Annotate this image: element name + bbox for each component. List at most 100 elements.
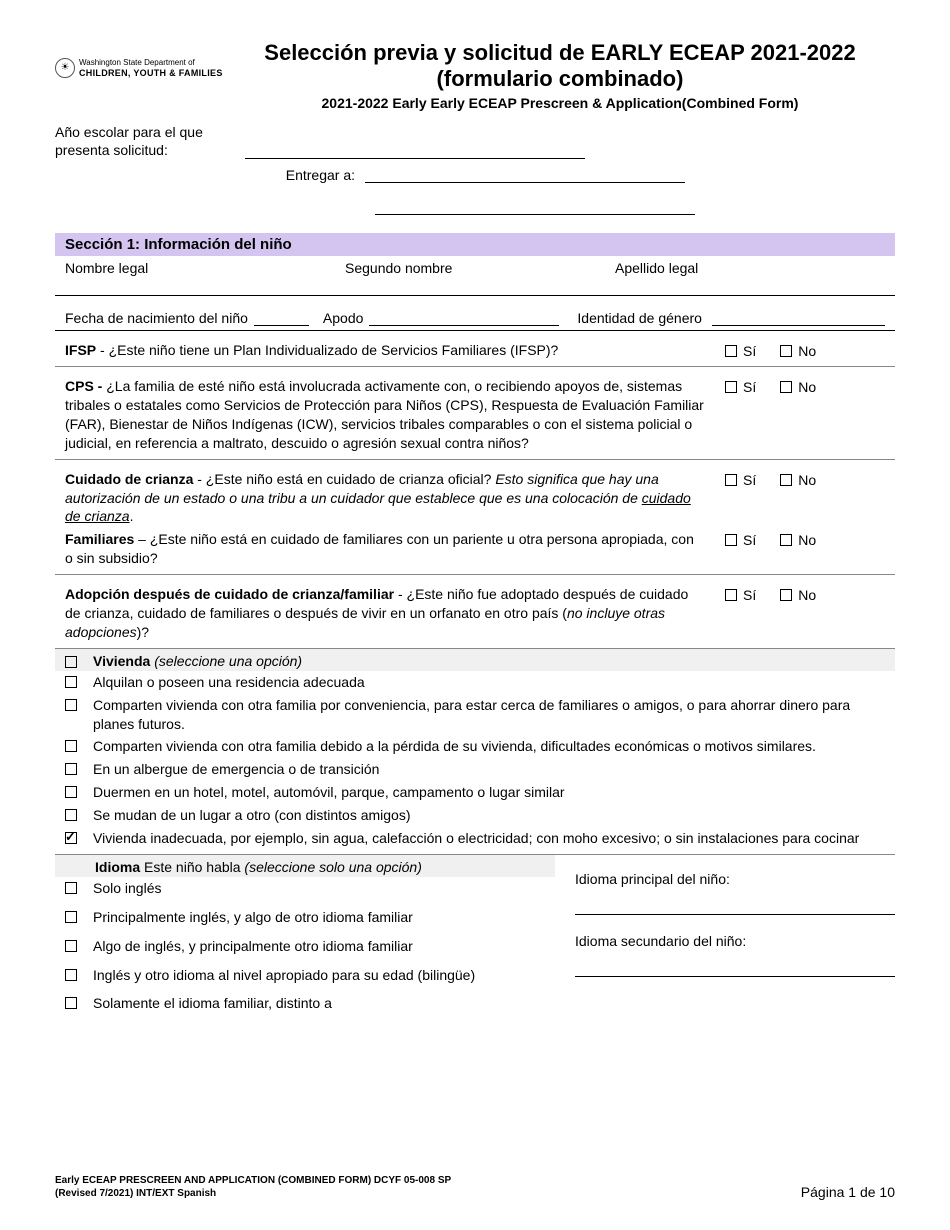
secondary-lang-input[interactable] <box>575 959 895 977</box>
title-line2: (formulario combinado) <box>225 66 895 92</box>
footer-page-number: Página 1 de 10 <box>801 1184 895 1200</box>
title-block: Selección previa y solicitud de EARLY EC… <box>225 40 895 111</box>
kinship-no-checkbox[interactable] <box>780 534 792 546</box>
question-foster: Cuidado de crianza - ¿Este niño está en … <box>55 460 895 529</box>
lang-opt3: Algo de inglés, y principalmente otro id… <box>93 937 545 956</box>
name-row: Nombre legal Segundo nombre Apellido leg… <box>55 256 895 278</box>
kinship-text: – ¿Este niño está en cuidado de familiar… <box>65 531 694 566</box>
language-section: Idioma Este niño habla (seleccione solo … <box>55 855 895 1015</box>
kinship-yes-label: Sí <box>743 532 756 548</box>
lang-header-bold: Idioma <box>95 859 140 875</box>
ifsp-yes-label: Sí <box>743 343 756 359</box>
primary-lang-input[interactable] <box>575 897 895 915</box>
lang-opt2-checkbox[interactable] <box>65 911 77 923</box>
lang-opt5: Solamente el idioma familiar, distinto a <box>93 994 545 1013</box>
foster-bold: Cuidado de crianza <box>65 471 193 487</box>
housing-opt1-checkbox[interactable] <box>65 676 77 688</box>
lang-opt1: Solo inglés <box>93 879 545 898</box>
adoption-yes-checkbox[interactable] <box>725 589 737 601</box>
name-input-row[interactable] <box>55 278 895 296</box>
lang-opt2: Principalmente inglés, y algo de otro id… <box>93 908 545 927</box>
adoption-yes-label: Sí <box>743 587 756 603</box>
housing-opt5-checkbox[interactable] <box>65 786 77 798</box>
question-cps: CPS - ¿La familia de esté niño está invo… <box>55 367 895 460</box>
kinship-yes-checkbox[interactable] <box>725 534 737 546</box>
deliver-to-input-2[interactable] <box>375 197 695 215</box>
deliver-to-label: Entregar a: <box>55 167 365 183</box>
housing-opt3: Comparten vivienda con otra familia debi… <box>93 737 885 756</box>
housing-opt4: En un albergue de emergencia o de transi… <box>93 760 885 779</box>
adoption-text2: )? <box>137 624 149 640</box>
housing-header-italic: (seleccione una opción) <box>150 653 302 669</box>
footer-form-id: Early ECEAP PRESCREEN AND APPLICATION (C… <box>55 1174 475 1200</box>
title-subtitle: 2021-2022 Early Early ECEAP Prescreen & … <box>225 95 895 111</box>
logo-seal-icon: ☀ <box>55 58 75 78</box>
logo-line2: CHILDREN, YOUTH & FAMILIES <box>79 68 223 79</box>
title-line1: Selección previa y solicitud de EARLY EC… <box>225 40 895 66</box>
housing-opt6: Se mudan de un lugar a otro (con distint… <box>93 806 885 825</box>
dob-input[interactable] <box>254 310 309 326</box>
school-year-input[interactable] <box>245 141 585 159</box>
housing-section: Vivienda (seleccione una opción) Alquila… <box>55 649 895 855</box>
question-kinship: Familiares – ¿Este niño está en cuidado … <box>55 528 895 575</box>
logo-line1: Washington State Department of <box>79 58 223 68</box>
page-footer: Early ECEAP PRESCREEN AND APPLICATION (C… <box>55 1174 895 1200</box>
gender-input[interactable] <box>712 310 885 326</box>
agency-logo: ☀ Washington State Department of CHILDRE… <box>55 40 225 78</box>
foster-text1: - ¿Este niño está en cuidado de crianza … <box>193 471 495 487</box>
lang-opt3-checkbox[interactable] <box>65 940 77 952</box>
lang-opt5-checkbox[interactable] <box>65 997 77 1009</box>
ifsp-yes-checkbox[interactable] <box>725 345 737 357</box>
primary-lang-label: Idioma principal del niño: <box>575 871 895 887</box>
foster-yes-label: Sí <box>743 472 756 488</box>
adoption-bold: Adopción después de cuidado de crianza/f… <box>65 586 394 602</box>
housing-opt2: Comparten vivienda con otra familia por … <box>93 696 885 734</box>
ifsp-text: - ¿Este niño tiene un Plan Individualiza… <box>96 342 558 358</box>
lang-opt1-checkbox[interactable] <box>65 882 77 894</box>
foster-no-checkbox[interactable] <box>780 474 792 486</box>
ifsp-no-label: No <box>798 343 816 359</box>
housing-opt1: Alquilan o poseen una residencia adecuad… <box>93 673 885 692</box>
middle-name-label: Segundo nombre <box>345 260 615 276</box>
housing-opt6-checkbox[interactable] <box>65 809 77 821</box>
adoption-no-checkbox[interactable] <box>780 589 792 601</box>
last-name-label: Apellido legal <box>615 260 885 276</box>
cps-yes-checkbox[interactable] <box>725 381 737 393</box>
question-adoption: Adopción después de cuidado de crianza/f… <box>55 575 895 649</box>
lang-opt4-checkbox[interactable] <box>65 969 77 981</box>
adoption-no-label: No <box>798 587 816 603</box>
cps-no-label: No <box>798 379 816 395</box>
housing-opt7: Vivienda inadecuada, por ejemplo, sin ag… <box>93 829 885 848</box>
header: ☀ Washington State Department of CHILDRE… <box>55 40 895 111</box>
housing-opt2-checkbox[interactable] <box>65 699 77 711</box>
secondary-lang-label: Idioma secundario del niño: <box>575 933 895 949</box>
ifsp-bold: IFSP <box>65 342 96 358</box>
dob-row: Fecha de nacimiento del niño Apodo Ident… <box>55 296 895 331</box>
housing-opt4-checkbox[interactable] <box>65 763 77 775</box>
cps-yes-label: Sí <box>743 379 756 395</box>
nickname-input[interactable] <box>369 310 559 326</box>
housing-opt3-checkbox[interactable] <box>65 740 77 752</box>
nickname-label: Apodo <box>323 310 363 326</box>
section1-header: Sección 1: Información del niño <box>55 233 895 256</box>
lang-opt4: Inglés y otro idioma al nivel apropiado … <box>93 966 545 985</box>
dob-label: Fecha de nacimiento del niño <box>65 310 248 326</box>
school-year-label: Año escolar para el que presenta solicit… <box>55 123 235 159</box>
ifsp-no-checkbox[interactable] <box>780 345 792 357</box>
housing-header: Vivienda (seleccione una opción) <box>55 649 895 671</box>
cps-no-checkbox[interactable] <box>780 381 792 393</box>
foster-yes-checkbox[interactable] <box>725 474 737 486</box>
deliver-to-input-1[interactable] <box>365 165 685 183</box>
lang-header-italic: (seleccione solo una opción) <box>244 859 421 875</box>
question-ifsp: IFSP - ¿Este niño tiene un Plan Individu… <box>55 331 895 367</box>
housing-header-checkbox[interactable] <box>65 656 77 668</box>
gender-label: Identidad de género <box>577 310 702 326</box>
kinship-no-label: No <box>798 532 816 548</box>
intro-fields: Año escolar para el que presenta solicit… <box>55 123 895 215</box>
housing-opt7-checkbox[interactable] <box>65 832 77 844</box>
housing-header-bold: Vivienda <box>93 653 150 669</box>
lang-header-text: Este niño habla <box>140 859 244 875</box>
cps-text: ¿La familia de esté niño está involucrad… <box>65 378 704 451</box>
legal-name-label: Nombre legal <box>65 260 345 276</box>
language-header: Idioma Este niño habla (seleccione solo … <box>55 855 555 877</box>
